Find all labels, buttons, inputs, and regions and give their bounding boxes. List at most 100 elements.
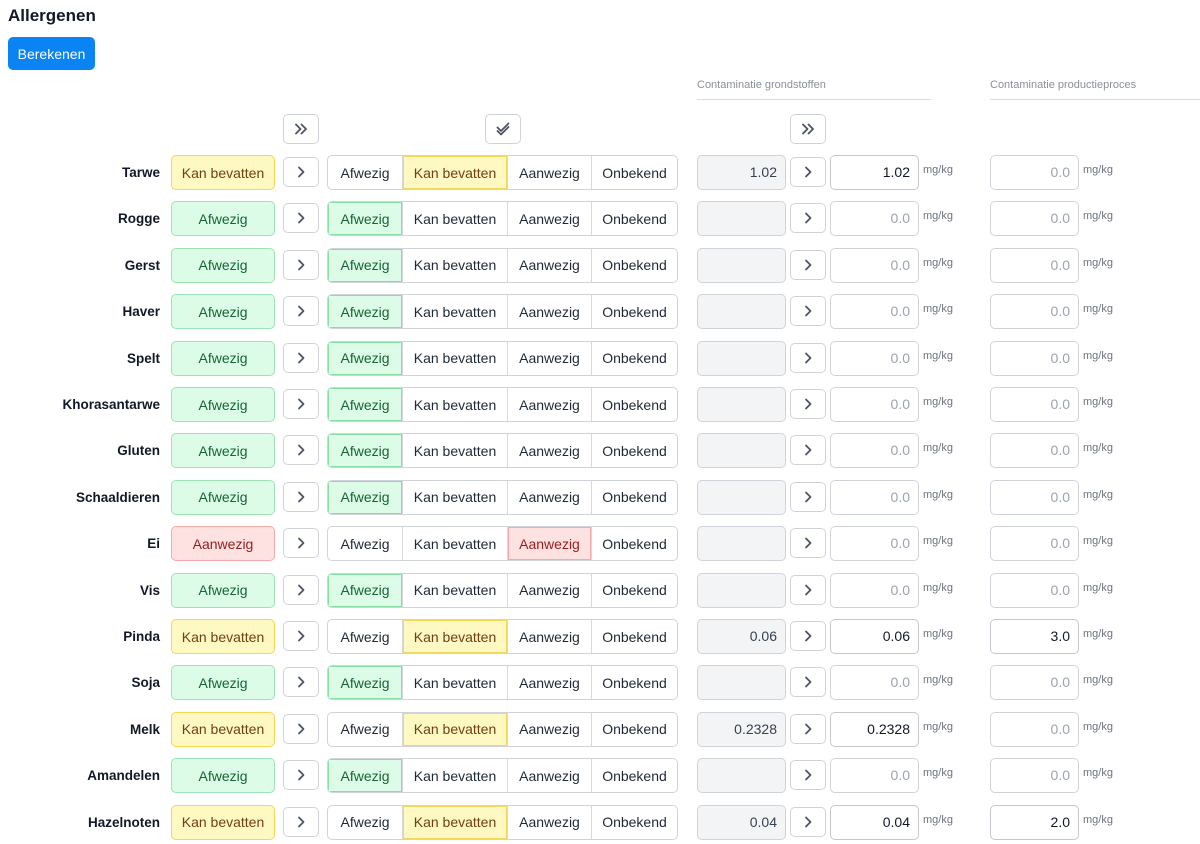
production-contamination-input[interactable]: 3.0 bbox=[990, 619, 1079, 654]
apply-all-status-button[interactable] bbox=[283, 114, 319, 144]
raw-contamination-input[interactable]: 0.0 bbox=[830, 294, 919, 330]
apply-status-button[interactable] bbox=[283, 574, 319, 605]
option-kan-bevatten[interactable]: Kan bevatten bbox=[403, 666, 508, 700]
apply-status-button[interactable] bbox=[283, 667, 319, 698]
option-aanwezig[interactable]: Aanwezig bbox=[508, 156, 592, 189]
option-onbekend[interactable]: Onbekend bbox=[602, 396, 667, 413]
apply-contamination-button[interactable] bbox=[790, 435, 826, 466]
apply-status-button[interactable] bbox=[283, 528, 319, 559]
option-kan-bevatten[interactable]: Kan bevatten bbox=[403, 248, 508, 282]
raw-contamination-input[interactable]: 0.0 bbox=[830, 247, 919, 283]
option-afwezig[interactable]: Afwezig bbox=[328, 202, 403, 236]
option-kan-bevatten[interactable]: Kan bevatten bbox=[403, 480, 508, 514]
apply-status-button[interactable] bbox=[283, 203, 319, 234]
raw-contamination-input[interactable]: 0.04 bbox=[830, 804, 919, 840]
production-contamination-input[interactable]: 0.0 bbox=[990, 758, 1079, 794]
option-onbekend[interactable]: Onbekend bbox=[602, 814, 667, 831]
confirm-all-button[interactable] bbox=[485, 114, 521, 144]
option-onbekend[interactable]: Onbekend bbox=[602, 210, 667, 227]
raw-contamination-input[interactable]: 0.0 bbox=[830, 526, 919, 562]
raw-contamination-input[interactable]: 0.0 bbox=[830, 479, 919, 515]
option-kan-bevatten[interactable]: Kan bevatten bbox=[403, 341, 508, 375]
apply-contamination-button[interactable] bbox=[790, 481, 826, 512]
raw-contamination-input[interactable]: 0.06 bbox=[830, 619, 919, 654]
option-afwezig[interactable]: Afwezig bbox=[328, 712, 403, 746]
apply-contamination-button[interactable] bbox=[790, 203, 826, 234]
apply-status-button[interactable] bbox=[283, 389, 319, 419]
apply-status-button[interactable] bbox=[283, 249, 319, 280]
option-aanwezig[interactable]: Aanwezig bbox=[508, 388, 592, 421]
option-aanwezig[interactable]: Aanwezig bbox=[508, 620, 592, 653]
option-aanwezig[interactable]: Aanwezig bbox=[508, 341, 592, 375]
apply-contamination-button[interactable] bbox=[790, 621, 826, 651]
apply-status-button[interactable] bbox=[283, 342, 319, 373]
option-onbekend[interactable]: Onbekend bbox=[602, 257, 667, 274]
apply-status-button[interactable] bbox=[283, 481, 319, 512]
apply-contamination-button[interactable] bbox=[790, 389, 826, 419]
production-contamination-input[interactable]: 0.0 bbox=[990, 665, 1079, 701]
apply-contamination-button[interactable] bbox=[790, 157, 826, 187]
option-aanwezig[interactable]: Aanwezig bbox=[508, 434, 592, 468]
production-contamination-input[interactable]: 0.0 bbox=[990, 340, 1079, 376]
apply-status-button[interactable] bbox=[283, 760, 319, 791]
apply-contamination-button[interactable] bbox=[790, 713, 826, 744]
option-onbekend[interactable]: Onbekend bbox=[602, 721, 667, 738]
apply-contamination-button[interactable] bbox=[790, 806, 826, 837]
apply-contamination-button[interactable] bbox=[790, 342, 826, 373]
production-contamination-input[interactable]: 0.0 bbox=[990, 572, 1079, 608]
option-onbekend[interactable]: Onbekend bbox=[602, 442, 667, 459]
option-kan-bevatten[interactable]: Kan bevatten bbox=[403, 805, 508, 839]
production-contamination-input[interactable]: 0.0 bbox=[990, 247, 1079, 283]
production-contamination-input[interactable]: 0.0 bbox=[990, 711, 1079, 747]
apply-status-button[interactable] bbox=[283, 435, 319, 466]
option-afwezig[interactable]: Afwezig bbox=[328, 388, 403, 421]
apply-status-button[interactable] bbox=[283, 621, 319, 651]
apply-contamination-button[interactable] bbox=[790, 528, 826, 559]
option-afwezig[interactable]: Afwezig bbox=[328, 156, 403, 189]
option-aanwezig[interactable]: Aanwezig bbox=[508, 759, 592, 793]
production-contamination-input[interactable]: 0.0 bbox=[990, 155, 1079, 190]
option-kan-bevatten[interactable]: Kan bevatten bbox=[403, 712, 508, 746]
production-contamination-input[interactable]: 0.0 bbox=[990, 433, 1079, 469]
option-kan-bevatten[interactable]: Kan bevatten bbox=[403, 202, 508, 236]
raw-contamination-input[interactable]: 0.0 bbox=[830, 340, 919, 376]
raw-contamination-input[interactable]: 0.0 bbox=[830, 433, 919, 469]
option-onbekend[interactable]: Onbekend bbox=[602, 164, 667, 181]
option-onbekend[interactable]: Onbekend bbox=[602, 582, 667, 599]
option-aanwezig[interactable]: Aanwezig bbox=[508, 248, 592, 282]
option-onbekend[interactable]: Onbekend bbox=[602, 674, 667, 691]
apply-status-button[interactable] bbox=[283, 713, 319, 744]
option-afwezig[interactable]: Afwezig bbox=[328, 480, 403, 514]
apply-status-button[interactable] bbox=[283, 296, 319, 327]
option-aanwezig[interactable]: Aanwezig bbox=[508, 573, 592, 607]
option-aanwezig[interactable]: Aanwezig bbox=[508, 480, 592, 514]
option-aanwezig[interactable]: Aanwezig bbox=[508, 202, 592, 236]
apply-all-contamination-button[interactable] bbox=[790, 114, 826, 144]
option-kan-bevatten[interactable]: Kan bevatten bbox=[403, 295, 508, 329]
production-contamination-input[interactable]: 0.0 bbox=[990, 479, 1079, 515]
option-kan-bevatten[interactable]: Kan bevatten bbox=[403, 527, 508, 561]
option-afwezig[interactable]: Afwezig bbox=[328, 759, 403, 793]
option-afwezig[interactable]: Afwezig bbox=[328, 573, 403, 607]
option-onbekend[interactable]: Onbekend bbox=[602, 489, 667, 506]
option-afwezig[interactable]: Afwezig bbox=[328, 805, 403, 839]
raw-contamination-input[interactable]: 0.0 bbox=[830, 758, 919, 794]
option-afwezig[interactable]: Afwezig bbox=[328, 248, 403, 282]
apply-contamination-button[interactable] bbox=[790, 760, 826, 791]
option-aanwezig[interactable]: Aanwezig bbox=[508, 527, 592, 561]
option-aanwezig[interactable]: Aanwezig bbox=[508, 805, 592, 839]
option-kan-bevatten[interactable]: Kan bevatten bbox=[403, 156, 508, 189]
production-contamination-input[interactable]: 2.0 bbox=[990, 804, 1079, 840]
option-afwezig[interactable]: Afwezig bbox=[328, 341, 403, 375]
option-afwezig[interactable]: Afwezig bbox=[328, 434, 403, 468]
option-kan-bevatten[interactable]: Kan bevatten bbox=[403, 620, 508, 653]
option-onbekend[interactable]: Onbekend bbox=[602, 628, 667, 645]
apply-contamination-button[interactable] bbox=[790, 574, 826, 605]
option-kan-bevatten[interactable]: Kan bevatten bbox=[403, 573, 508, 607]
option-onbekend[interactable]: Onbekend bbox=[602, 350, 667, 367]
apply-contamination-button[interactable] bbox=[790, 249, 826, 280]
production-contamination-input[interactable]: 0.0 bbox=[990, 294, 1079, 330]
apply-contamination-button[interactable] bbox=[790, 296, 826, 327]
option-afwezig[interactable]: Afwezig bbox=[328, 527, 403, 561]
raw-contamination-input[interactable]: 0.0 bbox=[830, 572, 919, 608]
